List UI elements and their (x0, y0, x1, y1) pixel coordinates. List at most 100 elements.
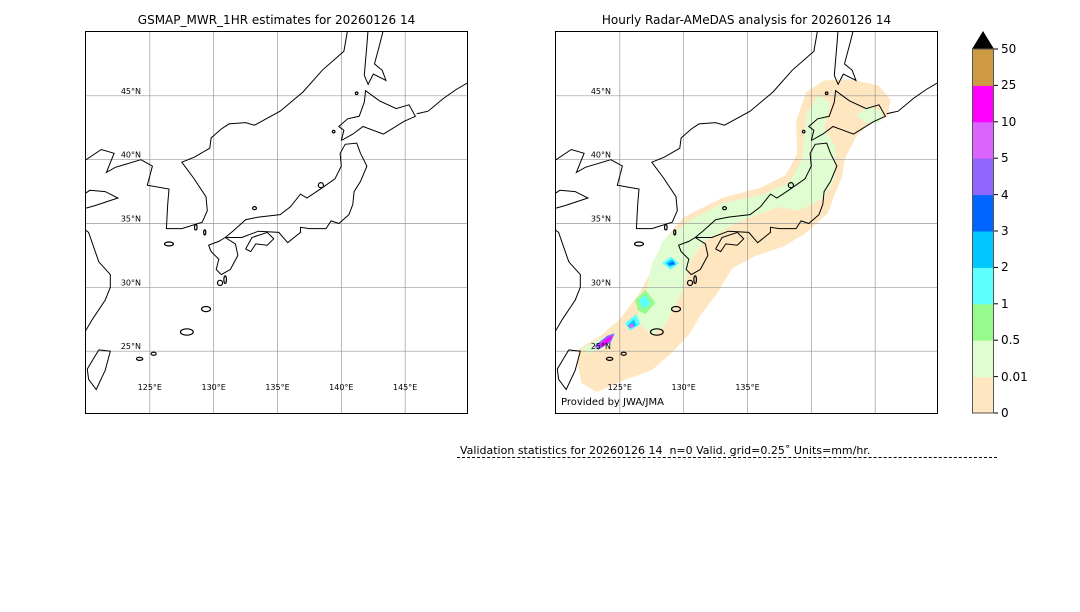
rain-area-5-10 (628, 323, 634, 329)
coastline-honshu (224, 142, 368, 244)
lon-tick-label: 135°E (735, 383, 759, 392)
colorbar-bin (972, 85, 994, 123)
island (663, 224, 668, 231)
lon-tick-label: 125°E (138, 383, 162, 392)
coastline-kurils (886, 82, 937, 115)
island (605, 356, 614, 361)
rain-area-10-25 (599, 335, 613, 348)
lat-tick-label: 40°N (591, 151, 611, 160)
coastline-hokkaido (808, 89, 887, 141)
coastline-taiwan (86, 349, 111, 391)
coastline-shandong (556, 189, 590, 209)
lon-tick-label: 140°E (329, 383, 353, 392)
footer-divider (457, 457, 997, 458)
lat-tick-label: 40°N (121, 151, 141, 160)
graticule (556, 32, 937, 413)
lon-tick-label: 130°E (672, 383, 696, 392)
coastline-chinaS (86, 229, 111, 332)
island (693, 275, 698, 285)
island (620, 351, 627, 356)
island (649, 328, 664, 336)
lat-tick-label: 45°N (591, 87, 611, 96)
island (252, 206, 258, 211)
lat-tick-label: 30°N (591, 278, 611, 287)
rain-area-0.01-0.5 (856, 106, 883, 123)
data-credit: Provided by JWA/JMA (561, 397, 664, 408)
right-map-radar-amedas: 45°N 40°N 35°N 30°N 25°N 125°E 130°E 135°E (555, 31, 938, 414)
colorbar-label: 25 (1001, 78, 1017, 93)
colorbar-outline (972, 48, 994, 414)
colorbar-label: 4 (1001, 187, 1009, 202)
rain-area-3-4 (668, 261, 675, 265)
island (200, 305, 212, 313)
island (824, 91, 829, 96)
coastline-sakhalin (363, 32, 387, 86)
island (670, 305, 682, 313)
colorbar-label: 0 (1001, 406, 1009, 420)
colorbar-extend-arrow (972, 31, 994, 49)
colorbar-label: 3 (1001, 224, 1009, 238)
island (722, 206, 728, 211)
coastline-shikoku (245, 231, 275, 253)
colorbar-label: 0.01 (1001, 369, 1028, 384)
colorbar-label: 50 (1001, 42, 1017, 56)
left-map-title: GSMAP_MWR_1HR estimates for 20260126 14 (137, 13, 416, 27)
lat-tick-label: 25°N (591, 342, 611, 351)
lat-tick-label: 35°N (591, 215, 611, 224)
colorbar-label: 2 (1001, 260, 1009, 275)
colorbar-bin (972, 231, 994, 268)
coastlines (86, 32, 467, 391)
coastline-kurils (416, 82, 467, 115)
island (787, 182, 795, 189)
island (193, 224, 198, 231)
island (354, 91, 359, 96)
coastline-hokkaido (338, 89, 417, 141)
coastline-sakhalin (833, 32, 857, 86)
colorbar-label: 5 (1001, 151, 1009, 166)
lon-tick-label: 145°E (393, 383, 417, 392)
island (686, 279, 694, 287)
coastline-shandong (86, 189, 120, 209)
coastline-mainland (556, 32, 818, 230)
colorbar-label: 1 (1001, 296, 1009, 311)
rain-area-0-0.01 (577, 79, 891, 392)
island (163, 241, 175, 247)
lat-tick-label: 35°N (121, 215, 141, 224)
island (135, 356, 144, 361)
left-map-gsmap: 45°N 40°N 35°N 30°N 25°N 125°E 130°E 135°E 140°E… (85, 31, 468, 414)
coastline-mainland (86, 32, 348, 230)
lon-tick-label: 125°E (608, 383, 632, 392)
colorbar-bin (972, 303, 994, 341)
island (223, 275, 228, 285)
island (801, 129, 806, 134)
island (673, 229, 677, 236)
rain-area-1-2 (639, 295, 651, 309)
rain-layer (577, 79, 891, 392)
coastline-kyushu (207, 237, 239, 276)
graticule (86, 32, 467, 413)
island (633, 241, 645, 247)
lon-tick-label: 135°E (265, 383, 289, 392)
colorbar-label: 10 (1001, 114, 1017, 129)
island (317, 182, 325, 189)
colorbar-bin (972, 340, 994, 378)
island (331, 129, 336, 134)
island (150, 351, 157, 356)
coastline-taiwan (556, 349, 581, 391)
right-map-title: Hourly Radar-AMeDAS analysis for 2026012… (601, 13, 892, 27)
colorbar (972, 31, 1032, 421)
lat-tick-label: 25°N (121, 342, 141, 351)
lat-tick-label: 30°N (121, 278, 141, 287)
colorbar-bin (972, 121, 994, 159)
lon-tick-label: 130°E (202, 383, 226, 392)
coastline-chinaS (556, 229, 581, 332)
island (216, 279, 224, 287)
validation-statistics-text: Validation statistics for 20260126 14 n=… (460, 444, 871, 457)
island (203, 229, 207, 236)
coastlines (556, 32, 937, 391)
colorbar-bin (972, 49, 994, 86)
coastline-kyushu (677, 237, 709, 276)
coastline-shikoku (715, 231, 745, 253)
colorbar-bin (972, 376, 994, 414)
colorbar-bin (972, 194, 994, 232)
